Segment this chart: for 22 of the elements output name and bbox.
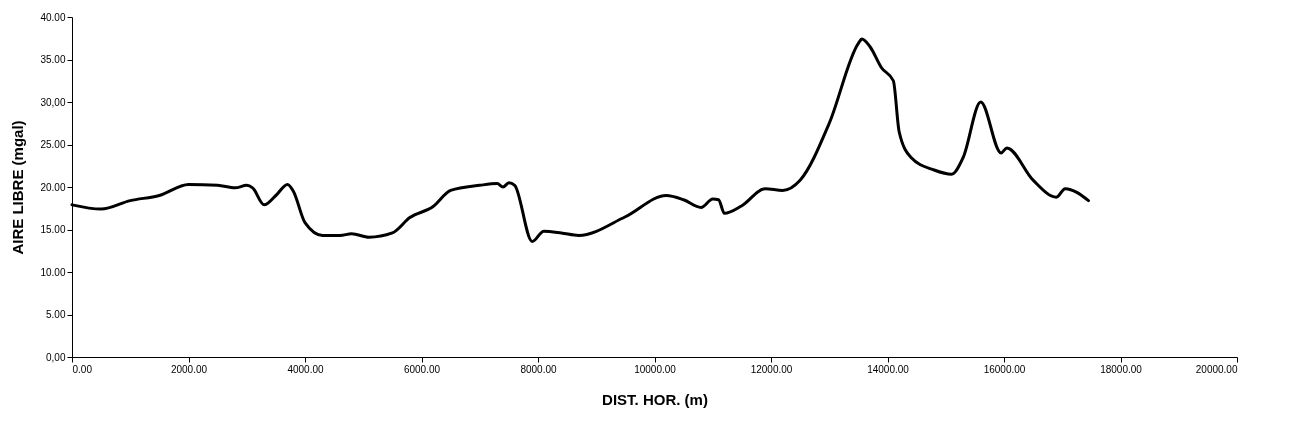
y-tick-label: 40.00 (40, 11, 66, 23)
y-tick-label: 0,00 (46, 351, 66, 363)
y-tick-label: 35.00 (40, 54, 66, 65)
x-tick-label: 14000.00 (867, 363, 910, 375)
y-axis-title: AIRE LIBRE (mgal) (9, 120, 27, 255)
x-tick-label: 16000.00 (983, 363, 1026, 375)
x-tick-label: 12000.00 (750, 363, 793, 375)
y-tick-label: 30,00 (40, 96, 66, 108)
x-tick-label: 10000.00 (634, 363, 677, 375)
x-tick-label: 20000.00 (1195, 363, 1238, 375)
y-tick-label: 20.00 (40, 181, 66, 193)
x-tick-label: 18000.00 (1100, 363, 1143, 375)
x-tick-label: 0.00 (72, 363, 93, 375)
x-tick-label: 6000.00 (403, 363, 441, 375)
x-tick-label: 8000.00 (520, 363, 558, 375)
x-tick-label: 2000.00 (170, 363, 208, 375)
y-tick-label: 15.00 (40, 224, 66, 235)
x-axis-title: DIST. HOR. (m) (602, 390, 708, 408)
y-tick-label: 5.00 (46, 309, 66, 320)
y-tick-label: 25.00 (40, 139, 66, 150)
y-tick-label: 10.00 (40, 266, 66, 278)
x-tick-label: 4000.00 (287, 363, 325, 375)
